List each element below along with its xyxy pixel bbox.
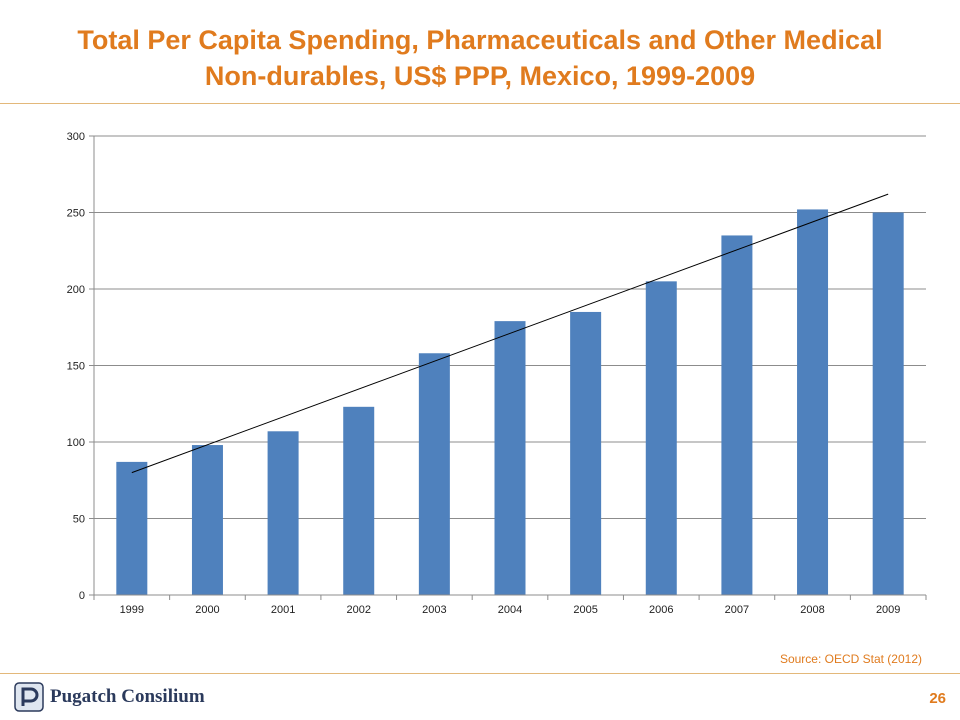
- x-tick-label: 2008: [800, 604, 824, 616]
- y-tick-label: 100: [67, 437, 85, 449]
- source-note: Source: OECD Stat (2012): [779, 652, 922, 666]
- bar-2001: [267, 431, 299, 595]
- bar-2008: [797, 209, 829, 595]
- trendline-group: [131, 193, 889, 474]
- bar-2007: [721, 235, 753, 595]
- bar-2004: [494, 321, 526, 595]
- title-line-1: Total Per Capita Spending, Pharmaceutica…: [77, 25, 883, 55]
- top-divider: [0, 103, 960, 104]
- y-tick-label: 250: [67, 208, 85, 220]
- x-tick-label: 2006: [649, 604, 673, 616]
- x-tick-label: 2005: [573, 604, 597, 616]
- bar-chart: 0 50 100 150 200 250 300 1999 2000 2001 2002 2003 20…: [67, 131, 927, 616]
- trendline: [131, 193, 889, 474]
- page-number: 26: [929, 690, 946, 707]
- title-line-2: Non-durables, US$ PPP, Mexico, 1999-2009: [204, 61, 756, 91]
- logo-text: Pugatch Consilium: [50, 686, 205, 707]
- x-tick-label: 2007: [725, 604, 749, 616]
- bars: [116, 209, 904, 595]
- bar-1999: [116, 461, 148, 595]
- y-tick-label: 0: [79, 590, 85, 602]
- y-tick-label: 150: [67, 361, 85, 373]
- x-tick-label: 2003: [422, 604, 446, 616]
- x-tick-label: 2009: [876, 604, 900, 616]
- bar-2009: [872, 212, 904, 595]
- x-tick-label: 2001: [271, 604, 295, 616]
- bottom-divider: [0, 673, 960, 674]
- x-tick-label: 2000: [195, 604, 219, 616]
- y-tick-label: 50: [73, 514, 85, 526]
- y-tick-label: 300: [67, 131, 85, 143]
- bar-2002: [343, 406, 375, 595]
- x-tick-label: 1999: [120, 604, 144, 616]
- x-tick-label: 2002: [346, 604, 370, 616]
- logo-icon: [14, 682, 44, 712]
- bar-2005: [570, 311, 602, 595]
- page-title: Total Per Capita Spending, Pharmaceutica…: [0, 22, 960, 94]
- y-tick-label: 200: [67, 284, 85, 296]
- axes: 0 50 100 150 200 250 300 1999 2000 2001 2002 2003 20…: [67, 131, 927, 616]
- bar-2006: [645, 281, 677, 595]
- x-tick-label: 2004: [498, 604, 522, 616]
- bar-2003: [418, 353, 450, 595]
- company-logo: Pugatch Consilium: [14, 680, 205, 714]
- bar-2000: [191, 445, 223, 595]
